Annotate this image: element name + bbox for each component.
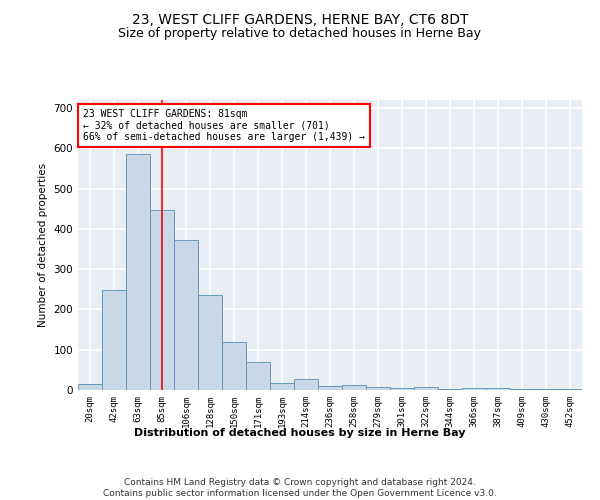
Bar bbox=[462, 388, 486, 390]
Bar bbox=[534, 389, 558, 390]
Text: Contains HM Land Registry data © Crown copyright and database right 2024.
Contai: Contains HM Land Registry data © Crown c… bbox=[103, 478, 497, 498]
Bar bbox=[222, 342, 246, 390]
Bar bbox=[78, 384, 102, 390]
Bar bbox=[126, 154, 150, 390]
Bar bbox=[486, 388, 510, 390]
Text: Distribution of detached houses by size in Herne Bay: Distribution of detached houses by size … bbox=[134, 428, 466, 438]
Bar bbox=[198, 296, 222, 390]
Bar bbox=[414, 387, 438, 390]
Bar bbox=[174, 240, 198, 390]
Bar bbox=[294, 378, 318, 390]
Y-axis label: Number of detached properties: Number of detached properties bbox=[38, 163, 48, 327]
Bar bbox=[342, 385, 366, 390]
Bar bbox=[246, 362, 270, 390]
Text: Size of property relative to detached houses in Herne Bay: Size of property relative to detached ho… bbox=[119, 28, 482, 40]
Bar bbox=[318, 386, 342, 390]
Bar bbox=[390, 388, 414, 390]
Bar bbox=[366, 387, 390, 390]
Text: 23 WEST CLIFF GARDENS: 81sqm
← 32% of detached houses are smaller (701)
66% of s: 23 WEST CLIFF GARDENS: 81sqm ← 32% of de… bbox=[83, 108, 365, 142]
Text: 23, WEST CLIFF GARDENS, HERNE BAY, CT6 8DT: 23, WEST CLIFF GARDENS, HERNE BAY, CT6 8… bbox=[132, 12, 468, 26]
Bar bbox=[270, 383, 294, 390]
Bar bbox=[558, 389, 582, 390]
Bar bbox=[150, 210, 174, 390]
Bar bbox=[102, 290, 126, 390]
Bar bbox=[438, 389, 462, 390]
Bar bbox=[510, 389, 534, 390]
